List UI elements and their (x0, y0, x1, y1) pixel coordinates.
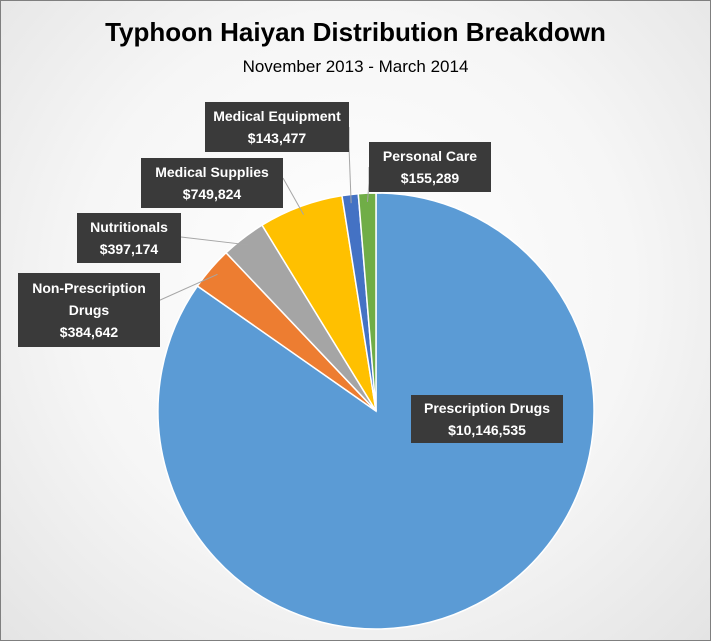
data-label-box (369, 142, 491, 192)
data-label-medical-supplies: Medical Supplies $749,824 (141, 158, 283, 208)
data-label-value: $10,146,535 (448, 422, 526, 438)
chart-title: Typhoon Haiyan Distribution Breakdown (105, 17, 606, 47)
data-label-name: Drugs (69, 302, 110, 318)
data-label-box (205, 102, 349, 152)
chart-subtitle: November 2013 - March 2014 (242, 57, 469, 76)
data-label-name: Medical Supplies (155, 164, 269, 180)
data-label-value: $397,174 (100, 241, 159, 257)
data-label-value: $143,477 (248, 130, 307, 146)
data-label-name: Medical Equipment (213, 108, 341, 124)
data-label-name: Personal Care (383, 148, 477, 164)
pie-slice-personal-care (357, 192, 377, 412)
data-label-name: Prescription Drugs (424, 400, 550, 416)
data-label-value: $384,642 (60, 324, 119, 340)
data-label-medical-equipment: Medical Equipment $143,477 (205, 102, 349, 152)
leader-line-nutritionals (180, 236, 249, 246)
leader-line-medical-supplies (282, 177, 305, 215)
data-label-box (77, 213, 181, 263)
data-label-value: $749,824 (183, 186, 242, 202)
data-label-non-prescription-drugs: Non-Prescription Drugs $384,642 (18, 273, 160, 347)
data-label-box (411, 395, 563, 443)
data-label-personal-care: Personal Care $155,289 (369, 142, 491, 192)
leader-line-medical-equipment (348, 127, 352, 204)
data-label-box (141, 158, 283, 208)
data-label-value: $155,289 (401, 170, 460, 186)
data-label-box (18, 273, 160, 347)
data-label-name: Non-Prescription (32, 280, 146, 296)
data-label-name: Nutritionals (90, 219, 168, 235)
data-label-prescription-drugs: Prescription Drugs $10,146,535 (411, 395, 563, 443)
leader-line-non-prescription-drugs (157, 273, 218, 302)
data-label-nutritionals: Nutritionals $397,174 (77, 213, 181, 263)
